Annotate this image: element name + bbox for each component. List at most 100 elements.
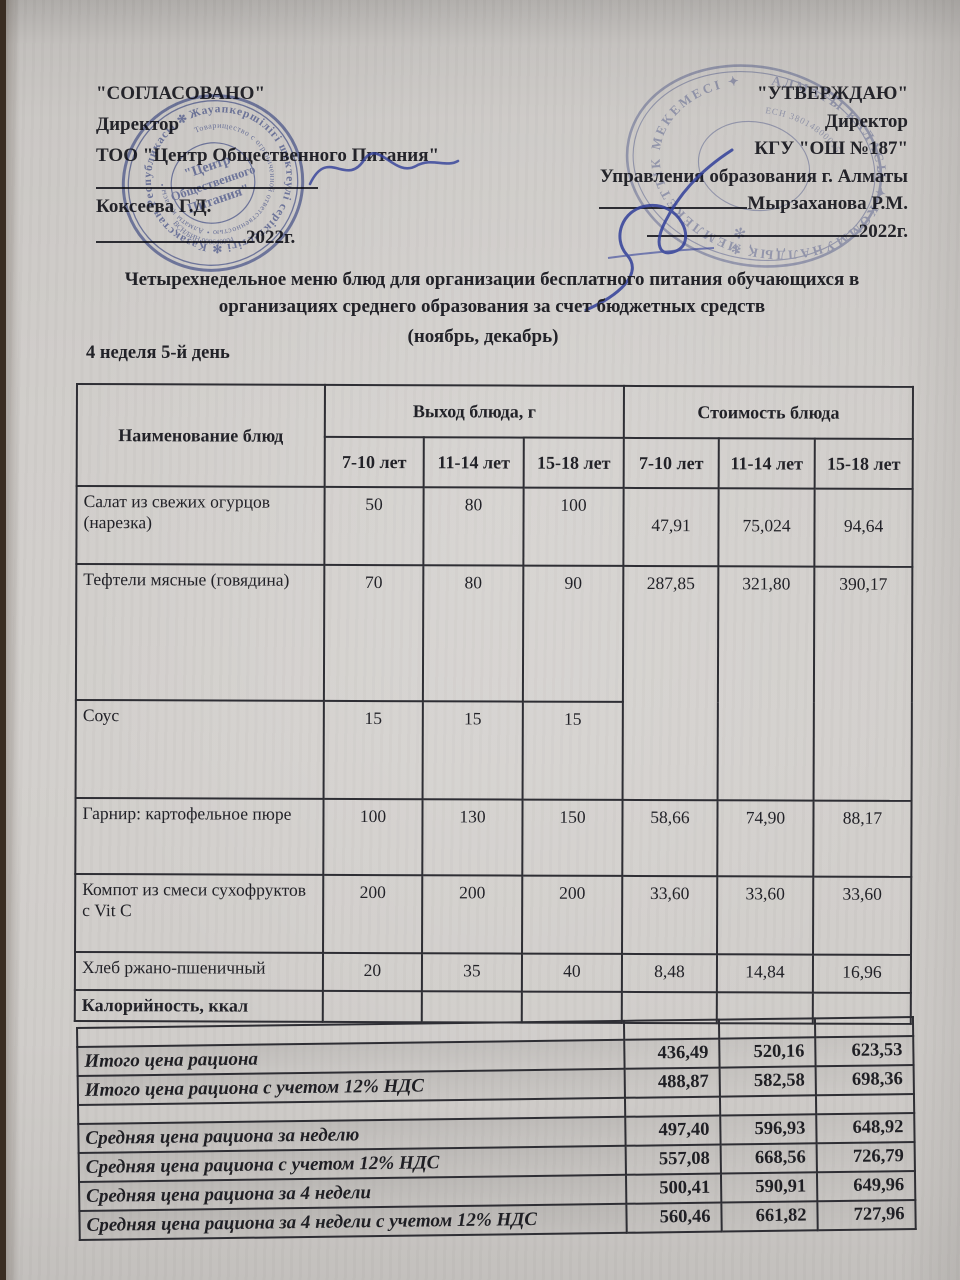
approved-block: "УТВЕРЖДАЮ" Директор КГУ "ОШ №187" Управ… <box>599 80 908 245</box>
date-line <box>96 225 246 244</box>
table-row: Тефтели мясные (говядина) 70 80 90 287,8… <box>75 564 913 801</box>
agreed-title: "СОГЛАСОВАНО" <box>96 83 266 104</box>
empty-cell <box>624 1096 721 1117</box>
approved-year: 2022г. <box>858 220 908 242</box>
dish-name-cell: Соус <box>75 700 324 799</box>
portion-cell: 200 <box>323 874 423 954</box>
table-row: Хлеб ржано-пшеничный 20 35 40 8,48 14,84… <box>74 952 912 993</box>
totals-value: 596,93 <box>720 1114 817 1145</box>
col-header-dish-name: Наименование блюд <box>76 384 325 487</box>
totals-value: 668,56 <box>720 1143 817 1174</box>
portion-cell: 70 <box>323 564 424 702</box>
totals-value: 560,46 <box>626 1202 722 1233</box>
totals-value: 726,79 <box>816 1142 915 1173</box>
totals-value: 698,36 <box>815 1065 914 1096</box>
col-header-age: 11-14 лет <box>718 438 815 489</box>
portion-cell: 200 <box>422 875 523 954</box>
portion-cell: 50 <box>324 486 424 566</box>
portion-cell: 80 <box>422 565 524 702</box>
totals-value: 520,16 <box>719 1037 816 1068</box>
empty-cell <box>521 991 622 1023</box>
date-line <box>646 218 859 237</box>
table-header-row: Наименование блюд Выход блюда, г Стоимос… <box>76 384 914 487</box>
agreed-block: "СОГЛАСОВАНО" Директор ТОО "Центр Общест… <box>96 78 439 253</box>
totals-value: 727,96 <box>817 1200 916 1231</box>
empty-cell <box>719 1095 817 1116</box>
cost-cell: 58,66 <box>622 799 718 877</box>
totals-value: 590,91 <box>720 1172 818 1203</box>
totals-value: 436,49 <box>624 1038 720 1069</box>
signature-line <box>96 171 318 190</box>
portion-cell: 15 <box>522 701 623 800</box>
approved-role: Директор <box>824 110 908 132</box>
empty-cell <box>623 1019 720 1040</box>
portion-cell: 15 <box>422 701 523 800</box>
totals-value: 488,87 <box>624 1067 720 1098</box>
col-group-cost: Стоимость блюда <box>623 385 914 439</box>
totals-value: 661,82 <box>721 1201 818 1232</box>
cost-cell: 390,17 <box>813 566 913 801</box>
approved-org2: Управления образования г. Алматы <box>599 165 908 187</box>
approved-org: КГУ "ОШ №187" <box>754 138 908 159</box>
cost-cell: 14,84 <box>716 954 814 993</box>
approved-title: "УТВЕРЖДАЮ" <box>757 83 908 104</box>
table-row: Салат из свежих огурцов (нарезка) 50 80 … <box>76 486 913 567</box>
table-row: Гарнир: картофельное пюре 100 130 150 58… <box>75 798 912 877</box>
empty-cell <box>322 990 422 1023</box>
dish-name-cell: Гарнир: картофельное пюре <box>75 798 324 875</box>
dish-name-cell: Салат из свежих огурцов (нарезка) <box>76 486 325 565</box>
table-row: Компот из смеси сухофруктов с Vit C 200 … <box>75 874 912 955</box>
col-header-age: 15-18 лет <box>523 437 624 488</box>
cost-cell: 88,17 <box>813 800 912 877</box>
document-title: Четырехнедельное меню блюд для организац… <box>124 269 860 317</box>
signature-line <box>599 191 748 209</box>
cost-cell: 321,80 <box>717 566 815 801</box>
agreed-signer: Коксеева Г.Д. <box>96 196 212 218</box>
agreed-year: 2022г. <box>246 227 296 249</box>
portion-cell: 90 <box>522 565 624 702</box>
cost-cell: 74,90 <box>717 800 814 877</box>
totals-table: Итого цена рациона 436,49 520,16 623,53 … <box>76 1016 917 1241</box>
cost-cell: 287,85 <box>622 565 719 801</box>
empty-cell <box>421 991 522 1023</box>
cost-cell: 94,64 <box>814 488 913 567</box>
col-header-age: 7-10 лет <box>623 437 719 489</box>
totals-value: 582,58 <box>719 1066 816 1097</box>
document-page: "СОГЛАСОВАНО" Директор ТОО "Центр Общест… <box>6 0 960 1280</box>
portion-cell: 20 <box>322 952 423 992</box>
dish-name-cell: Тефтели мясные (говядина) <box>75 564 325 701</box>
dish-name-cell: Хлеб ржано-пшеничный <box>74 952 324 991</box>
totals-value: 557,08 <box>625 1144 721 1175</box>
approved-signer: Мырзаханова Р.М. <box>747 193 908 214</box>
totals-value: 648,92 <box>816 1113 915 1144</box>
totals-label: Средняя цена рациона за 4 недели с учето… <box>79 1203 627 1240</box>
portion-cell: 100 <box>323 798 423 876</box>
portion-cell: 80 <box>423 487 524 566</box>
dish-name-cell: Компот из смеси сухофруктов с Vit C <box>75 874 324 953</box>
cost-cell: 8,48 <box>621 953 718 993</box>
col-header-age: 7-10 лет <box>324 436 424 488</box>
empty-cell <box>815 1094 915 1115</box>
portion-cell: 35 <box>421 953 523 992</box>
totals-value: 649,96 <box>816 1171 916 1202</box>
portion-cell: 100 <box>523 487 624 566</box>
totals-value: 497,40 <box>625 1115 721 1146</box>
cost-cell: 75,024 <box>718 488 815 567</box>
week-day-label: 4 неделя 5-й день <box>86 343 230 363</box>
totals-value: 623,53 <box>815 1036 914 1067</box>
col-header-age: 15-18 лет <box>814 438 913 489</box>
cost-cell: 33,60 <box>622 875 718 955</box>
portion-cell: 150 <box>522 799 623 876</box>
empty-cell <box>814 1017 914 1038</box>
col-header-age: 11-14 лет <box>423 437 524 488</box>
document-subtitle: (ноябрь, декабрь) <box>407 326 559 347</box>
menu-table: Наименование блюд Выход блюда, г Стоимос… <box>74 383 914 1025</box>
portion-cell: 40 <box>521 953 623 992</box>
portion-cell: 200 <box>522 875 623 954</box>
portion-cell: 130 <box>422 799 523 876</box>
totals-value: 500,41 <box>625 1173 722 1204</box>
portion-cell: 15 <box>323 700 423 800</box>
cost-cell: 16,96 <box>812 954 912 993</box>
cost-cell: 47,91 <box>623 487 719 567</box>
cost-cell: 33,60 <box>813 876 912 955</box>
